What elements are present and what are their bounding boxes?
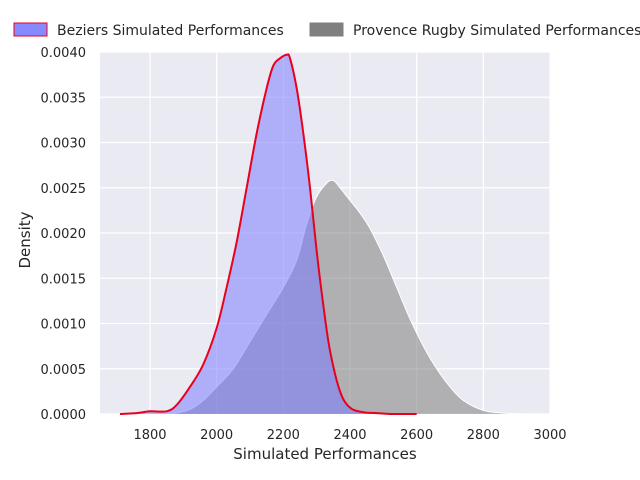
legend-swatch-provence [309, 22, 344, 37]
x-tick-label: 2600 [400, 428, 433, 443]
y-axis-title: Density [16, 211, 34, 268]
legend-label-beziers: Beziers Simulated Performances [57, 23, 284, 39]
x-tick-label: 2000 [200, 428, 233, 443]
x-axis-title: Simulated Performances [233, 445, 417, 463]
y-tick-label: 0.0030 [41, 137, 87, 152]
y-tick-label: 0.0040 [41, 46, 87, 61]
x-tick-label: 2400 [333, 428, 366, 443]
y-tick-label: 0.0005 [41, 363, 87, 378]
legend: Beziers Simulated Performances Provence R… [13, 22, 640, 39]
y-tick-label: 0.0010 [41, 318, 87, 333]
y-tick-label: 0.0015 [41, 272, 87, 287]
beziers-density-fill [120, 54, 417, 414]
y-tick-label: 0.0020 [41, 227, 87, 242]
y-tick-label: 0.0035 [41, 91, 87, 106]
beziers-density-line [119, 53, 417, 416]
x-tick-label: 1800 [133, 428, 166, 443]
y-tick-label: 0.0025 [41, 182, 87, 197]
x-tick-label: 3000 [533, 428, 566, 443]
legend-swatch-beziers [13, 22, 48, 37]
density-areas [119, 53, 531, 416]
x-axis: 1800 2000 2200 2400 2600 2800 3000 [133, 428, 566, 443]
x-tick-label: 2800 [467, 428, 500, 443]
y-axis: 0.0000 0.0005 0.0010 0.0015 0.0020 0.0025 0.00… [41, 46, 87, 423]
legend-label-provence: Provence Rugby Simulated Performances [353, 23, 640, 39]
x-tick-label: 2200 [267, 428, 300, 443]
y-tick-label: 0.0000 [41, 408, 87, 423]
